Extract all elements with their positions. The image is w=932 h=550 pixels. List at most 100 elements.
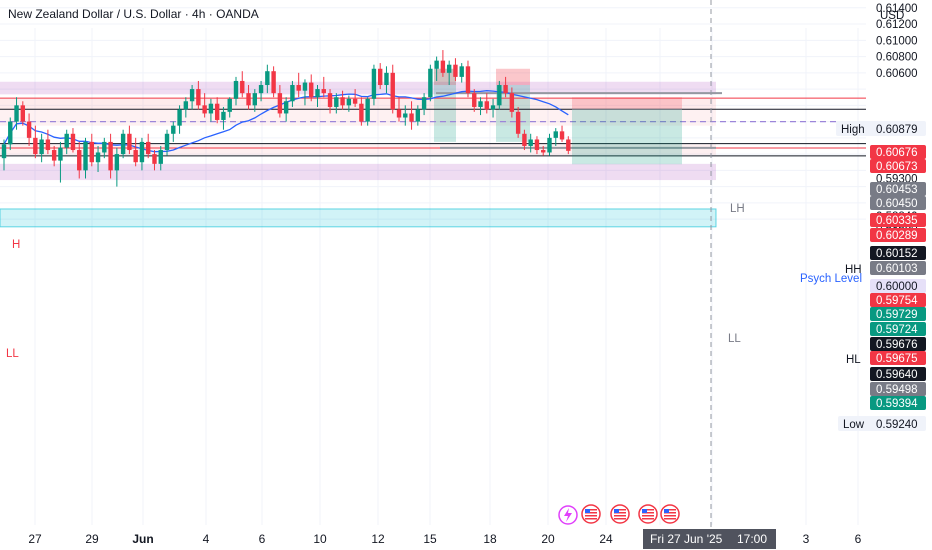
price-tag-value: 0.60673 [876, 161, 918, 173]
event-icons[interactable] [558, 504, 680, 525]
time-tick-label: 6 [855, 532, 862, 546]
flag-ring [610, 504, 630, 524]
flag-canton [642, 509, 647, 513]
candle-body [352, 98, 358, 104]
price-tag-bg [870, 382, 926, 396]
flag-stripe [642, 512, 654, 514]
candle-body [89, 141, 94, 163]
flag-stripe [585, 518, 597, 520]
candle-body [277, 93, 283, 114]
candle-body [51, 150, 57, 161]
candle-body [296, 85, 301, 91]
price-tag-value: 0.59724 [876, 324, 918, 336]
time-tick-label: 20 [541, 532, 555, 546]
time-tick-label: 24 [599, 532, 613, 546]
candle-body [421, 97, 427, 110]
label-hl: HL [846, 354, 861, 366]
candle-body [403, 113, 408, 118]
us-flag-event-icon [581, 504, 601, 524]
candle-body [227, 98, 232, 112]
candle-body [14, 105, 19, 122]
flag-stripe [585, 515, 597, 517]
time-axis[interactable]: 27 29 Jun 4 6 10 12 15 18 20 24 3 6 Fri 27 Jun '25 17:… [0, 528, 932, 550]
short-position-tool[interactable] [572, 97, 682, 165]
candle-body [164, 133, 170, 151]
candle-body [490, 105, 496, 110]
time-tick-label: 4 [203, 532, 210, 546]
candle-body [334, 97, 339, 107]
time-tick-label: 12 [371, 532, 385, 546]
candle-body [566, 139, 571, 151]
high-tag-bg [836, 121, 926, 136]
price-tag-bg [870, 279, 926, 293]
candle-body [302, 82, 308, 91]
candle-body [472, 93, 477, 107]
candle-body [290, 85, 295, 102]
flag-stripe [642, 509, 654, 511]
price-tag-value: 0.59498 [876, 384, 918, 396]
label-ll-right: LL [728, 333, 741, 345]
red-zone-upper [0, 98, 716, 110]
price-tag-value: 0.59394 [876, 398, 918, 410]
flag-stripe [664, 512, 676, 514]
candle-body [39, 139, 44, 155]
candle-body [221, 111, 226, 120]
price-tag-bg [870, 228, 926, 242]
demand-zone-cyan [0, 208, 717, 228]
highlight-box-red-2 [496, 68, 530, 86]
candle-body [171, 125, 176, 134]
time-tick-label: 3 [803, 532, 810, 546]
flag-canton [664, 509, 669, 513]
candle-body [321, 89, 326, 94]
flag-stripe [614, 509, 626, 511]
candle-body [246, 93, 251, 106]
price-tag-value: 0.59729 [876, 309, 918, 321]
candle-body [83, 141, 88, 171]
low-value: 0.59240 [876, 419, 918, 431]
candle-body [522, 133, 527, 146]
high-value: 0.60879 [876, 124, 918, 136]
low-tag-bg [838, 416, 926, 431]
candle-body [340, 97, 345, 106]
price-tag-value: 0.60676 [876, 147, 918, 159]
candle-body [459, 66, 464, 77]
candle-body [547, 137, 552, 153]
candle-body [127, 133, 132, 151]
candle-body [202, 105, 207, 114]
candle-body [478, 101, 483, 107]
price-tag-value: 0.60289 [876, 230, 918, 242]
candle-body [158, 150, 163, 164]
candle-body [434, 60, 439, 69]
candle-body [108, 141, 113, 171]
candle-body [384, 72, 389, 86]
candle-body [102, 141, 107, 153]
price-tag-bg [870, 261, 926, 275]
price-tick-label: 0.61200 [876, 19, 918, 31]
flag-stripe [585, 512, 597, 514]
candle-body [309, 82, 314, 98]
crosshair-time-bg [643, 529, 776, 549]
candle-body [497, 85, 502, 106]
candle-body [415, 109, 421, 122]
candle-body [534, 139, 540, 151]
candle-body [396, 109, 402, 118]
price-tick-label: 0.60600 [876, 68, 918, 80]
price-tag-value: 0.60152 [876, 248, 918, 260]
price-tags: 0.60676 0.60673 0.60453 0.60450 0.60335 0.602… [836, 121, 926, 431]
label-h-left: H [12, 239, 20, 251]
price-tag-bg [870, 159, 926, 173]
position-target-area [572, 109, 682, 165]
candle-body [390, 72, 395, 110]
price-tag-bg [870, 351, 926, 365]
flag-stripe [614, 515, 626, 517]
candle-body [77, 150, 82, 171]
candle-body [346, 98, 352, 106]
price-tag-bg [870, 337, 926, 351]
flag-stripe [614, 512, 626, 514]
price-tag-value: 0.60000 [876, 281, 918, 293]
candle-body [8, 121, 13, 145]
flag-stripe [585, 509, 597, 511]
red-zone-lower [0, 144, 716, 155]
